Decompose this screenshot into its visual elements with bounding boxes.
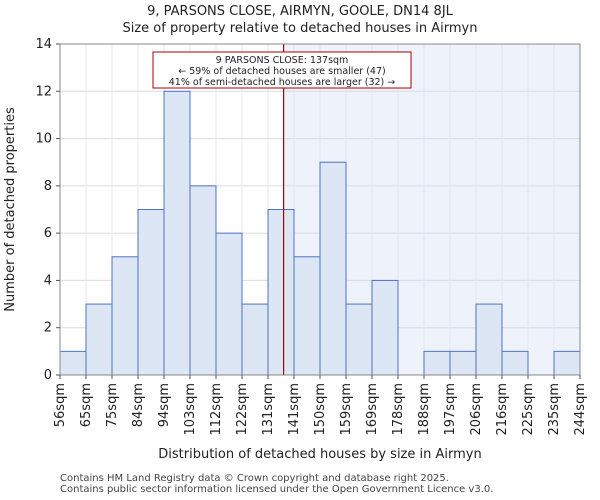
histogram-bar: [449, 350, 477, 376]
annotation-box: [152, 51, 412, 89]
footer-line-2: Contains public sector information licen…: [60, 484, 494, 495]
histogram-bar: [475, 303, 503, 376]
chart-plot: 0 2 4 6 8 10 12 14 56sqm 65sqm 75sqm 84sqm 94sqm 103s…: [3, 37, 588, 462]
x-tick-label: 206sqm: [469, 383, 484, 436]
histogram-bar: [423, 350, 451, 376]
chart-subtitle: Size of property relative to detached ho…: [122, 21, 478, 36]
x-tick-label: 216sqm: [495, 383, 510, 436]
histogram-bar: [137, 209, 165, 376]
y-tick-label: 6: [44, 226, 52, 241]
y-tick-label: 10: [35, 132, 52, 147]
x-tick-label: 56sqm: [53, 383, 68, 427]
histogram-bar: [59, 350, 87, 376]
annotation-line-3: 41% of semi-detached houses are larger (…: [169, 77, 396, 88]
x-tick-label: 75sqm: [105, 383, 120, 427]
x-tick-label: 94sqm: [157, 383, 172, 427]
y-tick-label: 8: [44, 179, 52, 194]
histogram-bar: [215, 232, 243, 376]
y-axis-label: Number of detached properties: [3, 107, 18, 312]
x-tick-label: 103sqm: [183, 383, 198, 436]
y-tick-label: 14: [35, 37, 52, 52]
x-tick-label: 235sqm: [547, 383, 562, 436]
x-tick-label: 131sqm: [261, 383, 276, 436]
histogram-bar: [241, 303, 269, 376]
x-tick-label: 197sqm: [443, 383, 458, 436]
y-tick-label: 0: [44, 368, 52, 383]
annotation-line-2: ← 59% of detached houses are smaller (47…: [178, 66, 385, 77]
y-tick-label: 2: [44, 321, 52, 336]
x-tick-label: 112sqm: [209, 383, 224, 436]
y-tick-label: 4: [44, 273, 52, 288]
histogram-bar: [267, 209, 295, 376]
histogram-bar: [319, 161, 347, 376]
x-tick-label: 84sqm: [131, 383, 146, 427]
x-tick-label: 244sqm: [573, 383, 588, 436]
histogram-bar: [345, 303, 373, 376]
histogram-bar: [553, 350, 581, 376]
x-tick-label: 150sqm: [313, 383, 328, 436]
histogram-bar: [111, 256, 139, 376]
x-tick-label: 159sqm: [339, 383, 354, 436]
x-tick-label: 169sqm: [365, 383, 380, 436]
x-tick-label: 141sqm: [287, 383, 302, 436]
x-tick-label: 178sqm: [391, 383, 406, 436]
annotation-line-1: 9 PARSONS CLOSE: 137sqm: [216, 55, 349, 66]
histogram-bar: [371, 279, 399, 376]
x-tick-label: 225sqm: [521, 383, 536, 436]
footer-line-1: Contains HM Land Registry data © Crown c…: [60, 473, 449, 484]
x-tick-label: 122sqm: [235, 383, 250, 436]
x-tick-label: 65sqm: [79, 383, 94, 427]
chart-title: 9, PARSONS CLOSE, AIRMYN, GOOLE, DN14 8J…: [147, 4, 453, 19]
histogram-bar: [189, 185, 217, 376]
x-tick-label: 188sqm: [417, 383, 432, 436]
histogram-bar: [85, 303, 113, 376]
histogram-bar: [501, 350, 529, 376]
y-tick-label: 12: [35, 84, 52, 99]
histogram-bar: [163, 90, 191, 376]
histogram-bar: [293, 256, 321, 376]
x-axis-label: Distribution of detached houses by size …: [158, 447, 481, 462]
